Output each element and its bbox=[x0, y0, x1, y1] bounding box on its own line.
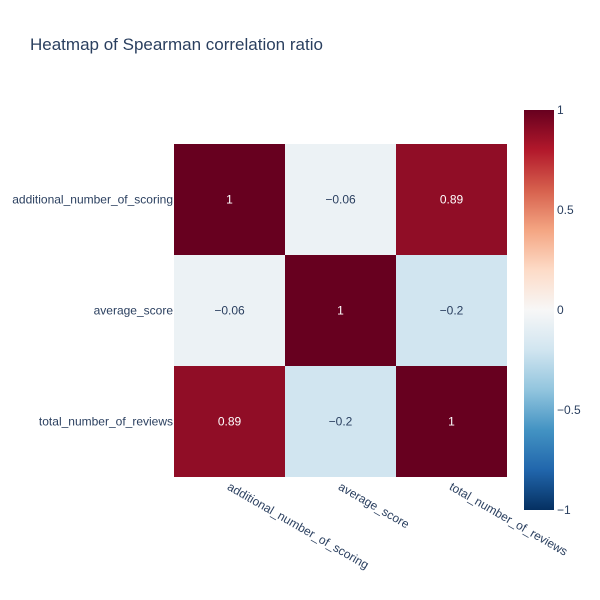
heatmap-cell bbox=[285, 366, 396, 477]
heatmap-cell bbox=[396, 255, 507, 366]
colorbar-tick-label: 1 bbox=[557, 103, 564, 117]
heatmap-cell bbox=[174, 144, 285, 255]
heatmap-cell bbox=[174, 366, 285, 477]
y-tick-label: average_score bbox=[94, 304, 174, 318]
heatmap-cell bbox=[174, 255, 285, 366]
heatmap-cells: 1 −0.06 0.89 −0.06 1 −0.2 0.89 −0.2 1 bbox=[174, 144, 507, 477]
y-tick-label: additional_number_of_scoring bbox=[12, 193, 173, 207]
cell-value-label: −0.06 bbox=[214, 304, 245, 318]
colorbar bbox=[524, 110, 554, 510]
y-tick-label: total_number_of_reviews bbox=[39, 415, 173, 429]
colorbar-tick-label: 0.5 bbox=[557, 203, 574, 217]
cell-value-label: 0.89 bbox=[440, 193, 464, 207]
cell-value-label: 0.89 bbox=[218, 415, 242, 429]
colorbar-tick-label: −1 bbox=[557, 503, 571, 517]
x-tick-label: average_score bbox=[336, 479, 412, 531]
heatmap-cell bbox=[396, 366, 507, 477]
chart-title: Heatmap of Spearman correlation ratio bbox=[30, 35, 323, 54]
heatmap-cell bbox=[285, 255, 396, 366]
heatmap-cell bbox=[396, 144, 507, 255]
heatmap-cell bbox=[285, 144, 396, 255]
cell-value-label: 1 bbox=[448, 415, 455, 429]
cell-value-label: −0.2 bbox=[329, 415, 353, 429]
x-axis-ticks: additional_number_of_scoringaverage_scor… bbox=[225, 479, 570, 572]
colorbar-ticks: 1 0.5 0 −0.5 −1 bbox=[557, 103, 581, 517]
colorbar-tick-label: −0.5 bbox=[557, 403, 581, 417]
cell-value-label: 1 bbox=[226, 193, 233, 207]
cell-value-label: −0.2 bbox=[440, 304, 464, 318]
y-axis-ticks: additional_number_of_scoring average_scor… bbox=[12, 193, 173, 429]
cell-value-label: 1 bbox=[337, 304, 344, 318]
cell-value-label: −0.06 bbox=[325, 193, 356, 207]
colorbar-tick-label: 0 bbox=[557, 303, 564, 317]
